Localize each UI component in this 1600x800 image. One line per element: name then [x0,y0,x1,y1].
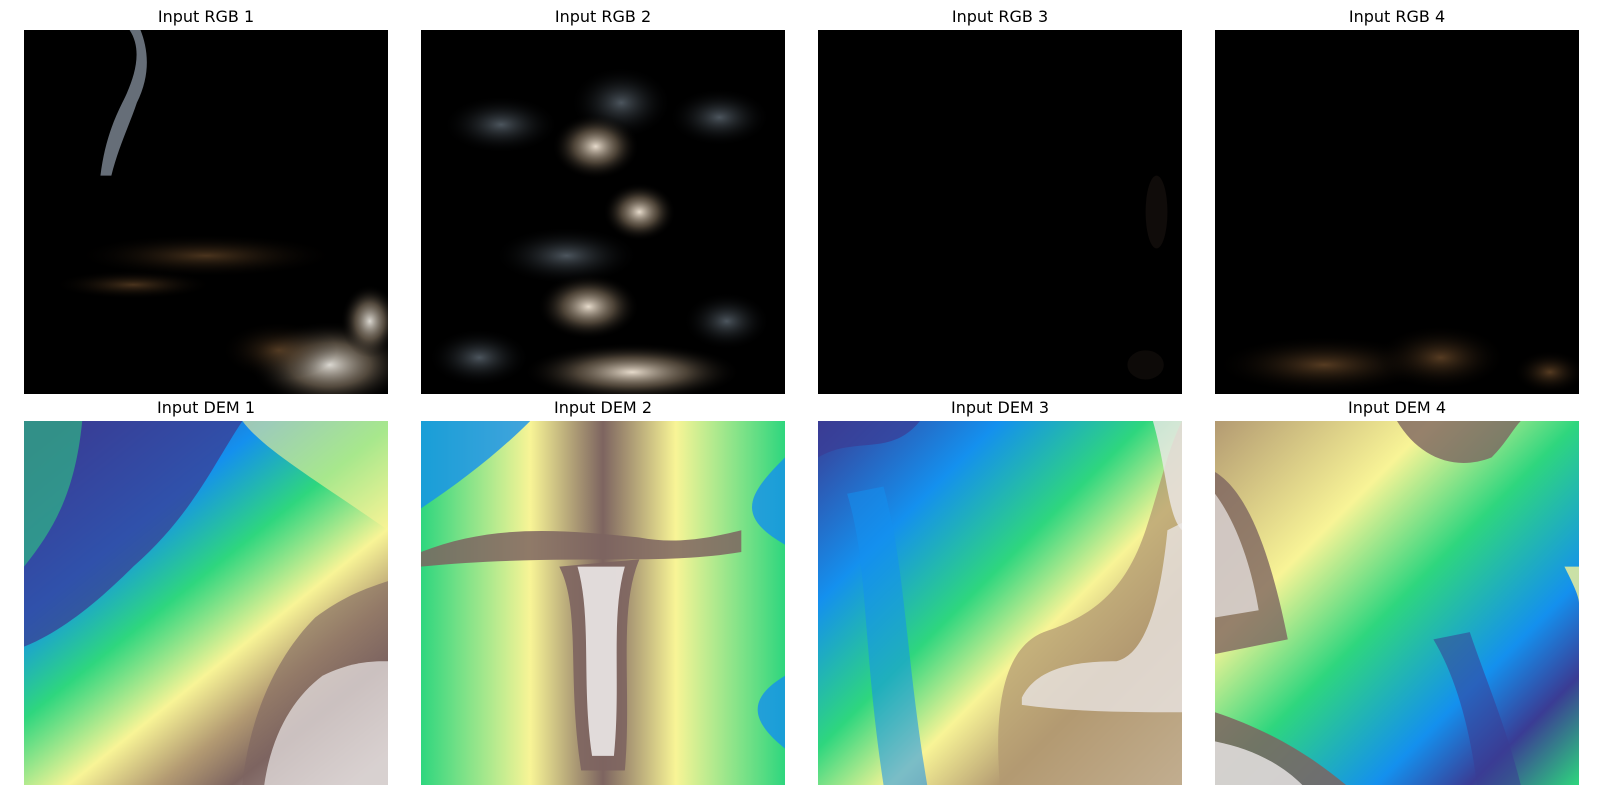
satellite-rgb-image [818,30,1182,394]
panel-title: Input DEM 1 [156,398,255,417]
satellite-rgb-image [24,30,388,394]
satellite-rgb-image [1215,30,1579,394]
panel-title: Input RGB 1 [157,7,255,26]
satellite-rgb-image [421,30,785,394]
panel-title: Input RGB 2 [554,7,652,26]
dem-elevation-image [1215,421,1579,785]
dem-elevation-image [818,421,1182,785]
panel-title: Input DEM 4 [1347,398,1446,417]
panel-title: Input DEM 2 [553,398,652,417]
dem-elevation-image [24,421,388,785]
dem-elevation-image [421,421,785,785]
panel-title: Input RGB 3 [951,7,1049,26]
panel-title: Input DEM 3 [950,398,1049,417]
panel-title: Input RGB 4 [1348,7,1446,26]
